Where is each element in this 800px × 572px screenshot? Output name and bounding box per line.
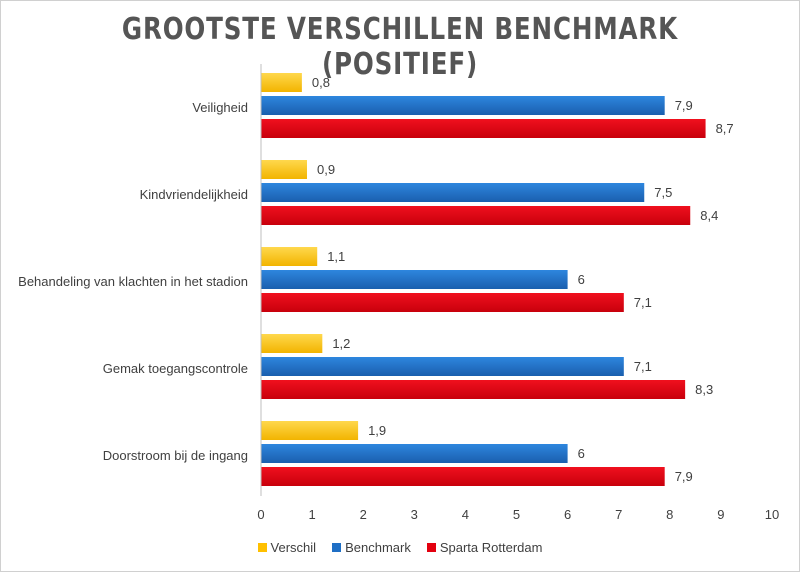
legend-item-sparta-rotterdam: Sparta Rotterdam [426, 540, 543, 555]
bar-verschil-doorstroom-bij-de-ingang [261, 421, 359, 440]
legend-swatch-benchmark [332, 543, 342, 552]
x-tick-label-7: 7 [615, 507, 622, 522]
legend-swatch-verschil [257, 543, 267, 552]
data-label-benchmark-doorstroom-bij-de-ingang: 6 [578, 446, 585, 461]
chart-title: GROOTSTE VERSCHILLEN BENCHMARK (POSITIEF… [121, 12, 679, 82]
legend-swatch-sparta-rotterdam [426, 543, 436, 552]
x-tick-label-1: 1 [308, 507, 315, 522]
x-tick-label-2: 2 [360, 507, 367, 522]
bar-sparta-rotterdam-gemak-toegangscontrole [261, 380, 686, 399]
x-tick-label-3: 3 [411, 507, 418, 522]
bar-verschil-behandeling-van-klachten-in-het-stadion [261, 247, 318, 266]
category-label-kindvriendelijkheid: Kindvriendelijkheid [140, 187, 248, 202]
data-label-benchmark-veiligheid: 7,9 [675, 98, 693, 113]
data-label-sparta-rotterdam-behandeling-van-klachten-in-het-stadion: 7,1 [634, 295, 652, 310]
data-label-verschil-behandeling-van-klachten-in-het-stadion: 1,1 [327, 249, 345, 264]
bar-benchmark-gemak-toegangscontrole [261, 357, 624, 376]
data-label-verschil-doorstroom-bij-de-ingang: 1,9 [368, 423, 386, 438]
x-tick-label-4: 4 [462, 507, 469, 522]
data-label-verschil-kindvriendelijkheid: 0,9 [317, 162, 335, 177]
data-label-sparta-rotterdam-kindvriendelijkheid: 8,4 [700, 208, 718, 223]
bar-verschil-kindvriendelijkheid [261, 160, 307, 179]
legend-item-verschil: Verschil [257, 540, 317, 555]
legend-label-benchmark: Benchmark [345, 540, 411, 555]
bar-verschil-gemak-toegangscontrole [261, 334, 323, 353]
data-label-sparta-rotterdam-doorstroom-bij-de-ingang: 7,9 [675, 469, 693, 484]
data-label-sparta-rotterdam-veiligheid: 8,7 [716, 121, 734, 136]
data-label-benchmark-gemak-toegangscontrole: 7,1 [634, 359, 652, 374]
data-label-benchmark-kindvriendelijkheid: 7,5 [654, 185, 672, 200]
category-label-veiligheid: Veiligheid [192, 100, 248, 115]
data-label-benchmark-behandeling-van-klachten-in-het-stadion: 6 [578, 272, 585, 287]
legend-label-verschil: Verschil [270, 540, 317, 555]
bar-benchmark-doorstroom-bij-de-ingang [261, 444, 568, 463]
category-label-doorstroom-bij-de-ingang: Doorstroom bij de ingang [103, 448, 248, 463]
x-tick-label-5: 5 [513, 507, 520, 522]
category-label-gemak-toegangscontrole: Gemak toegangscontrole [103, 361, 248, 376]
data-label-verschil-veiligheid: 0,8 [312, 75, 330, 90]
data-label-verschil-gemak-toegangscontrole: 1,2 [332, 336, 350, 351]
x-tick-label-9: 9 [717, 507, 724, 522]
legend: Verschil Benchmark Sparta Rotterdam [0, 540, 800, 555]
data-label-sparta-rotterdam-gemak-toegangscontrole: 8,3 [695, 382, 713, 397]
bar-benchmark-behandeling-van-klachten-in-het-stadion [261, 270, 568, 289]
bar-sparta-rotterdam-kindvriendelijkheid [261, 206, 691, 225]
bar-sparta-rotterdam-behandeling-van-klachten-in-het-stadion [261, 293, 624, 312]
bar-verschil-veiligheid [261, 73, 302, 92]
x-tick-label-10: 10 [765, 507, 779, 522]
x-tick-label-8: 8 [666, 507, 673, 522]
bar-sparta-rotterdam-veiligheid [261, 119, 706, 138]
bar-sparta-rotterdam-doorstroom-bij-de-ingang [261, 467, 665, 486]
bar-benchmark-kindvriendelijkheid [261, 183, 645, 202]
x-tick-label-0: 0 [257, 507, 264, 522]
x-tick-label-6: 6 [564, 507, 571, 522]
legend-item-benchmark: Benchmark [332, 540, 411, 555]
bar-benchmark-veiligheid [261, 96, 665, 115]
category-label-behandeling-van-klachten-in-het-stadion: Behandeling van klachten in het stadion [18, 274, 248, 289]
legend-label-sparta-rotterdam: Sparta Rotterdam [439, 540, 543, 555]
